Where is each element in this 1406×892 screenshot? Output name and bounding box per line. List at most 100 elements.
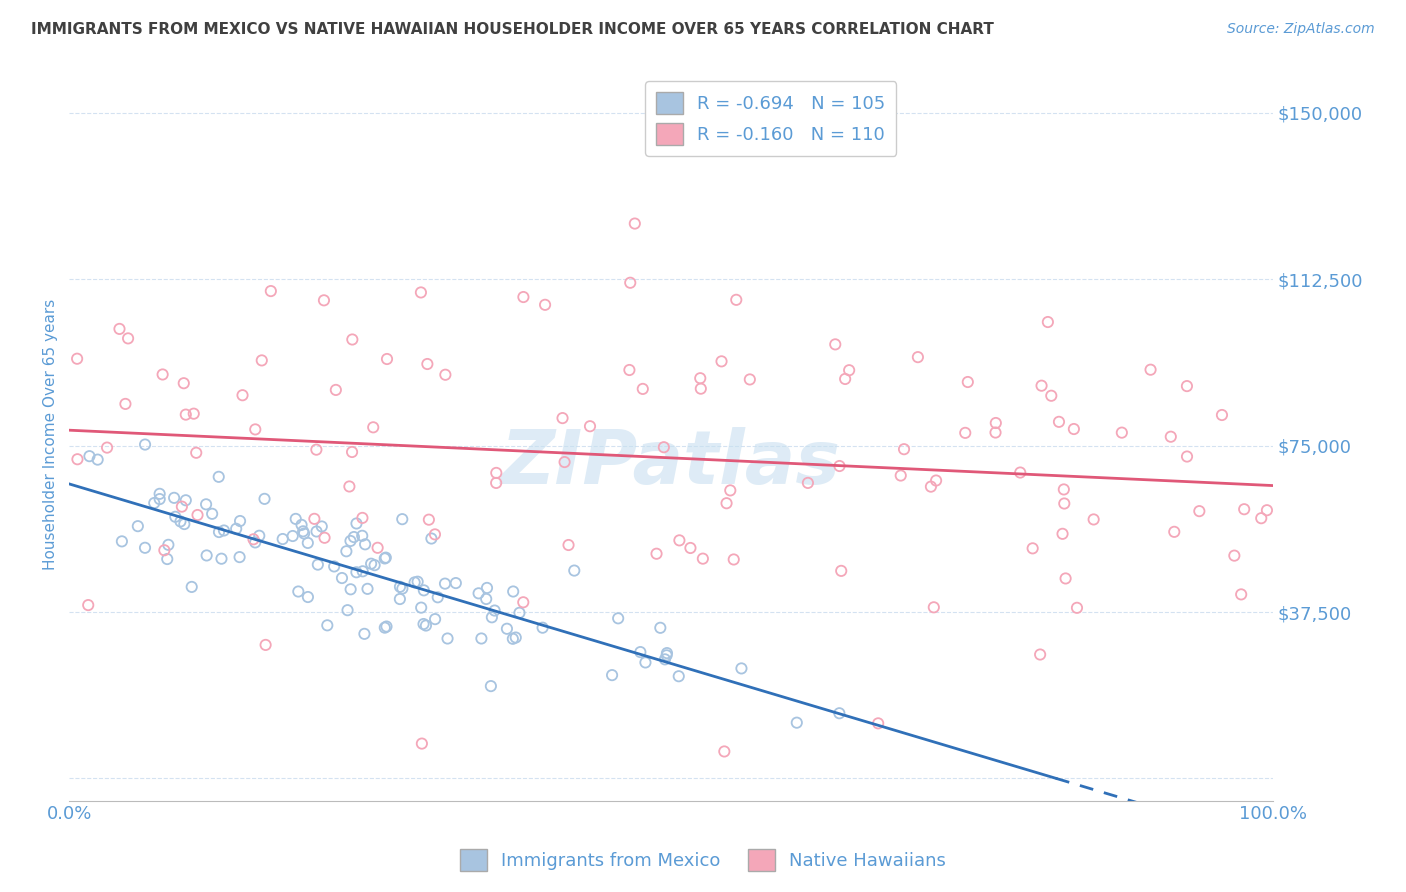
Point xyxy=(245,422,267,436)
Point xyxy=(208,524,231,539)
Text: IMMIGRANTS FROM MEXICO VS NATIVE HAWAIIAN HOUSEHOLDER INCOME OVER 65 YEARS CORRE: IMMIGRANTS FROM MEXICO VS NATIVE HAWAIIA… xyxy=(31,22,994,37)
Point xyxy=(505,631,527,645)
Point xyxy=(169,515,191,529)
Point xyxy=(479,679,502,693)
Point xyxy=(344,566,367,580)
Point xyxy=(631,382,654,396)
Point xyxy=(1054,571,1077,585)
Legend: Immigrants from Mexico, Native Hawaiians: Immigrants from Mexico, Native Hawaiians xyxy=(453,842,953,879)
Point xyxy=(562,564,585,578)
Point xyxy=(668,669,690,683)
Point xyxy=(416,357,439,371)
Point xyxy=(1021,541,1043,556)
Point xyxy=(305,524,328,539)
Point xyxy=(290,517,312,532)
Point xyxy=(502,632,524,646)
Point xyxy=(361,420,384,434)
Point xyxy=(406,574,429,589)
Point xyxy=(297,590,319,604)
Point xyxy=(423,527,446,541)
Point xyxy=(481,610,503,624)
Point xyxy=(404,575,426,590)
Point xyxy=(374,550,396,565)
Point xyxy=(211,551,233,566)
Point xyxy=(374,551,396,566)
Text: ZIPatlas: ZIPatlas xyxy=(501,427,841,500)
Point xyxy=(330,571,353,585)
Point xyxy=(180,580,202,594)
Point xyxy=(247,529,270,543)
Point xyxy=(195,497,218,511)
Point xyxy=(186,446,208,460)
Point xyxy=(186,508,208,522)
Point xyxy=(346,516,368,531)
Point xyxy=(1250,511,1272,525)
Point xyxy=(920,480,942,494)
Point xyxy=(834,372,856,386)
Point xyxy=(984,416,1007,430)
Point xyxy=(360,557,382,571)
Point xyxy=(689,382,711,396)
Point xyxy=(415,618,437,632)
Point xyxy=(1230,587,1253,601)
Point xyxy=(388,580,411,594)
Point xyxy=(77,598,100,612)
Point xyxy=(242,533,264,547)
Point xyxy=(143,496,166,510)
Point xyxy=(250,353,273,368)
Point xyxy=(713,744,735,758)
Point xyxy=(352,511,374,525)
Point xyxy=(339,533,361,548)
Point xyxy=(1223,549,1246,563)
Point xyxy=(208,470,231,484)
Point xyxy=(557,538,579,552)
Point xyxy=(579,419,602,434)
Point xyxy=(352,529,374,543)
Point xyxy=(551,411,574,425)
Point xyxy=(434,576,457,591)
Point xyxy=(893,442,915,457)
Point xyxy=(117,331,139,345)
Point xyxy=(828,706,851,721)
Point xyxy=(165,509,187,524)
Point xyxy=(554,455,576,469)
Point xyxy=(152,368,174,382)
Point xyxy=(436,632,458,646)
Point xyxy=(502,584,524,599)
Point xyxy=(340,445,363,459)
Point xyxy=(1083,512,1105,526)
Point xyxy=(485,475,508,490)
Point xyxy=(292,526,315,541)
Point xyxy=(710,354,733,368)
Point xyxy=(149,492,172,507)
Point xyxy=(730,661,752,675)
Point xyxy=(984,425,1007,440)
Point xyxy=(411,600,433,615)
Point xyxy=(281,529,304,543)
Point xyxy=(955,425,977,440)
Point xyxy=(600,668,623,682)
Point xyxy=(1163,524,1185,539)
Point xyxy=(619,276,641,290)
Point xyxy=(512,595,534,609)
Point xyxy=(134,437,156,451)
Point xyxy=(231,388,253,402)
Point xyxy=(434,368,457,382)
Point xyxy=(412,583,434,598)
Point xyxy=(485,466,508,480)
Point xyxy=(174,493,197,508)
Point xyxy=(1066,600,1088,615)
Point xyxy=(1139,362,1161,376)
Point xyxy=(534,298,557,312)
Point xyxy=(1040,389,1063,403)
Point xyxy=(86,452,108,467)
Point xyxy=(409,285,432,300)
Point xyxy=(156,552,179,566)
Point xyxy=(314,531,336,545)
Text: Source: ZipAtlas.com: Source: ZipAtlas.com xyxy=(1227,22,1375,37)
Point xyxy=(228,550,250,565)
Point xyxy=(356,582,378,596)
Point xyxy=(716,496,738,510)
Point xyxy=(420,532,443,546)
Point xyxy=(723,552,745,566)
